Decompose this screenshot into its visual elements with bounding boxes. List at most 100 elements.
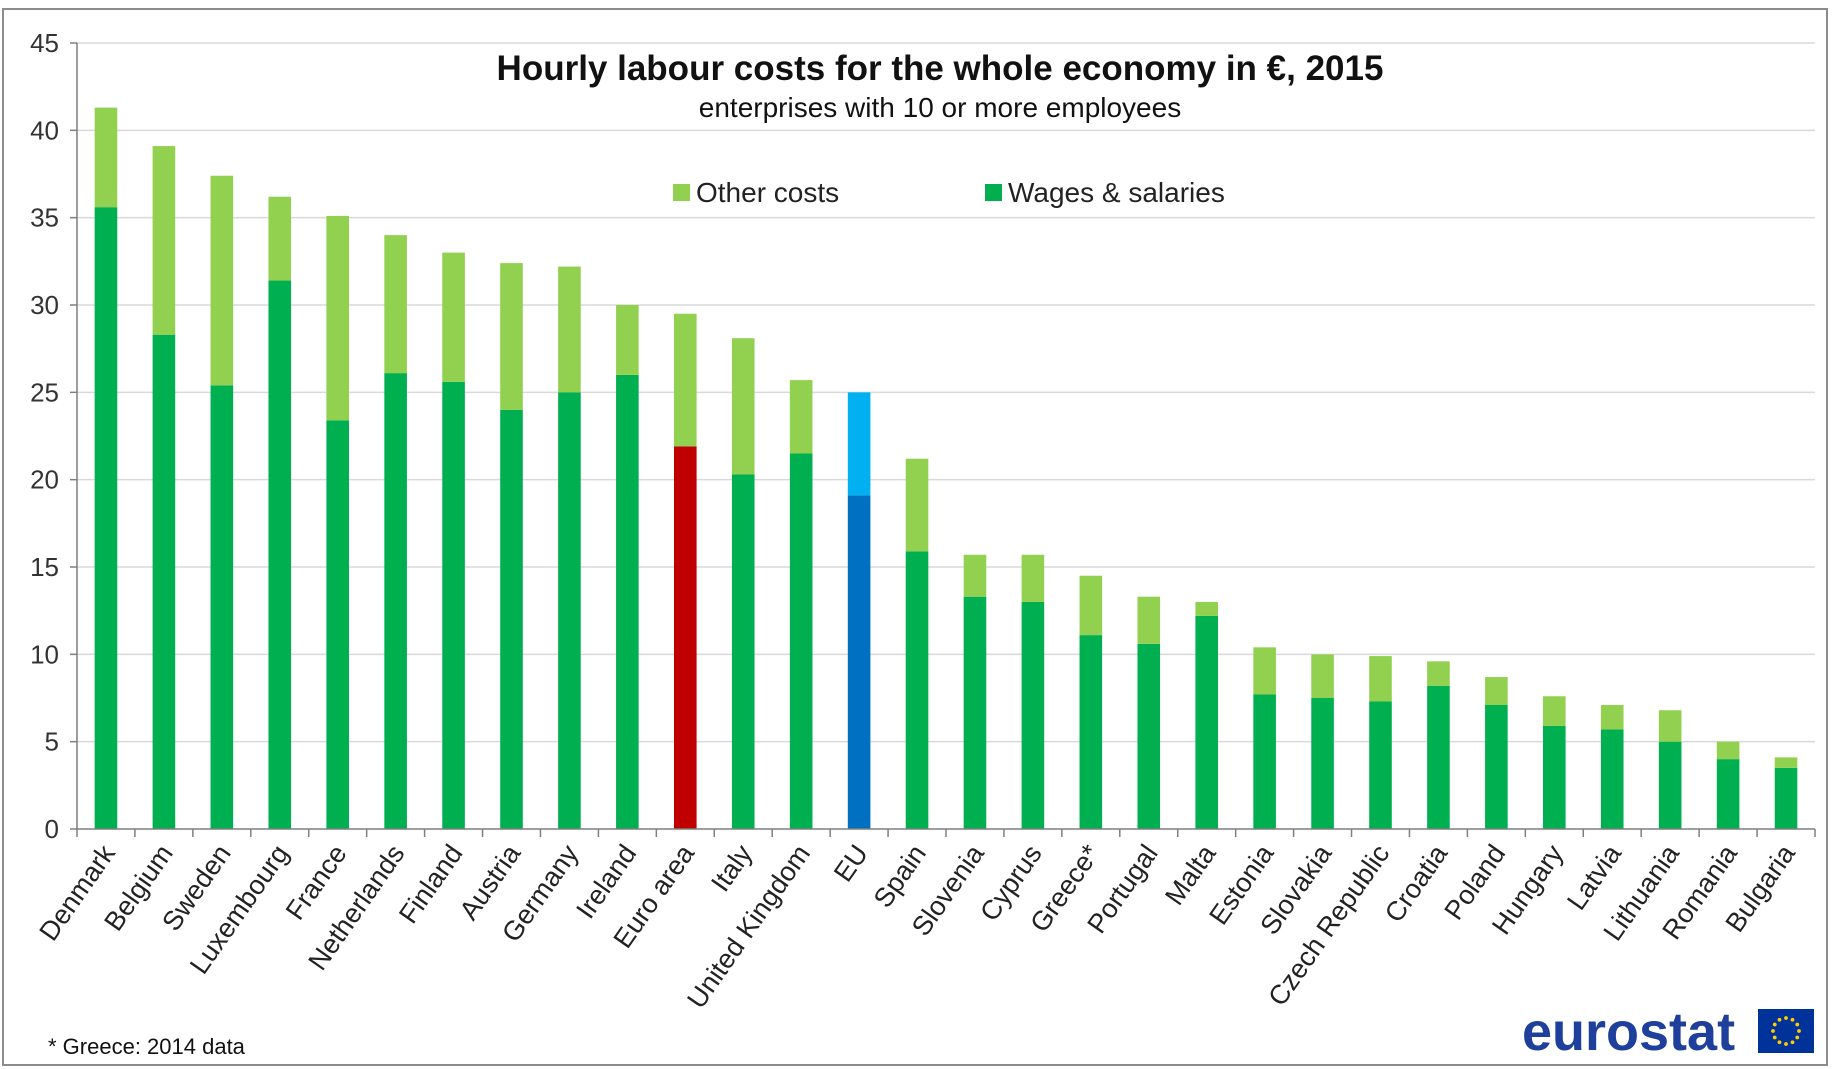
y-tick-label: 45 xyxy=(30,28,59,58)
legend-swatch-wages-salaries xyxy=(985,184,1002,201)
bar-wages-belgium xyxy=(152,334,176,829)
x-tick-label-croatia: Croatia xyxy=(1379,838,1454,927)
footnote: * Greece: 2014 data xyxy=(48,1034,246,1059)
bar-wages-greece xyxy=(1079,635,1103,829)
bar-other-costs-hungary xyxy=(1543,696,1566,726)
bar-wages-finland xyxy=(442,381,465,829)
bar-wages-ireland xyxy=(616,374,639,829)
x-axis xyxy=(76,828,1816,837)
bar-other-costs-luxembourg xyxy=(268,196,292,281)
bar-wages-czech-republic xyxy=(1369,701,1392,829)
bar-wages-malta xyxy=(1195,615,1218,829)
bar-wages-denmark xyxy=(94,207,118,830)
chart-subtitle: enterprises with 10 or more employees xyxy=(699,92,1181,123)
y-tick-label: 0 xyxy=(45,814,59,844)
y-tick-label: 15 xyxy=(30,552,59,582)
eu-flag-stars xyxy=(1771,1016,1801,1046)
legend-label-wages-salaries: Wages & salaries xyxy=(1008,177,1225,208)
bar-wages-netherlands xyxy=(384,373,407,829)
bar-wages-poland xyxy=(1485,704,1508,829)
x-tick-label-eu: EU xyxy=(828,839,874,887)
x-tick-label-italy: Italy xyxy=(705,839,758,897)
bar-wages-estonia xyxy=(1253,694,1276,829)
bar-other-costs-greece xyxy=(1079,575,1103,636)
eu-flag-icon xyxy=(1758,1009,1814,1053)
bar-other-costs-euro-area xyxy=(674,313,697,447)
bar-wages-sweden xyxy=(210,385,234,829)
eu-star-icon xyxy=(1772,1035,1777,1040)
bar-wages-romania xyxy=(1716,759,1740,829)
bar-other-costs-austria xyxy=(500,263,523,410)
bar-other-costs-latvia xyxy=(1600,704,1624,730)
bar-other-costs-netherlands xyxy=(384,235,407,374)
eu-star-icon xyxy=(1784,1042,1788,1046)
bar-other-costs-bulgaria xyxy=(1774,757,1798,768)
chart-title: Hourly labour costs for the whole econom… xyxy=(497,49,1384,88)
bar-other-costs-italy xyxy=(731,338,755,475)
bar-other-costs-romania xyxy=(1716,741,1740,760)
bar-wages-hungary xyxy=(1543,725,1566,829)
bar-other-costs-belgium xyxy=(152,146,176,335)
bar-wages-luxembourg xyxy=(268,280,292,830)
bar-other-costs-estonia xyxy=(1253,647,1276,695)
bar-wages-cyprus xyxy=(1021,601,1045,829)
bar-other-costs-lithuania xyxy=(1658,710,1682,742)
y-tick-label: 25 xyxy=(30,377,59,407)
bar-other-costs-malta xyxy=(1195,601,1218,616)
bar-other-costs-denmark xyxy=(94,107,118,208)
bar-wages-latvia xyxy=(1600,729,1624,829)
eurostat-logo-text: eurostat xyxy=(1522,1002,1735,1062)
bar-other-costs-poland xyxy=(1485,677,1508,705)
y-tick-label: 40 xyxy=(30,115,59,145)
bar-other-costs-spain xyxy=(905,458,929,552)
eu-star-icon xyxy=(1795,1022,1800,1027)
x-axis-labels: DenmarkBelgiumSwedenLuxembourgFranceNeth… xyxy=(33,838,1801,1013)
y-axis: 0 5 10 15 20 25 30 35 40 45 xyxy=(30,28,78,844)
eu-star-icon xyxy=(1784,1016,1788,1020)
bar-wages-bulgaria xyxy=(1774,767,1798,829)
eu-star-icon xyxy=(1771,1029,1775,1033)
chart-frame xyxy=(2,8,1828,1066)
eu-star-icon xyxy=(1777,1040,1782,1045)
eu-star-icon xyxy=(1790,1017,1795,1022)
bar-other-costs-slovenia xyxy=(963,554,987,597)
bars xyxy=(94,107,1798,830)
legend-label-other-costs: Other costs xyxy=(696,177,839,208)
y-tick-label: 20 xyxy=(30,465,59,495)
bar-wages-croatia xyxy=(1427,685,1450,829)
bar-wages-slovenia xyxy=(963,596,987,829)
legend-swatch-other-costs xyxy=(673,184,690,201)
bar-other-costs-germany xyxy=(558,266,581,393)
bar-other-costs-united-kingdom xyxy=(789,380,813,454)
eu-star-icon xyxy=(1772,1022,1777,1027)
bar-other-costs-slovakia xyxy=(1311,654,1334,698)
bar-other-costs-france xyxy=(326,215,349,421)
bar-other-costs-ireland xyxy=(616,305,639,375)
bar-wages-spain xyxy=(905,551,929,829)
bar-wages-eu xyxy=(847,495,871,829)
bar-other-costs-finland xyxy=(442,252,465,382)
bar-other-costs-croatia xyxy=(1427,661,1450,686)
y-tick-label: 10 xyxy=(30,639,59,669)
eu-star-icon xyxy=(1797,1029,1801,1033)
bar-wages-euro-area xyxy=(674,446,697,829)
bar-other-costs-cyprus xyxy=(1021,554,1045,602)
bar-wages-italy xyxy=(731,474,755,829)
bar-wages-france xyxy=(326,420,349,829)
bar-other-costs-portugal xyxy=(1137,596,1161,644)
bar-wages-germany xyxy=(558,392,581,829)
bar-wages-portugal xyxy=(1137,643,1161,829)
bar-wages-united-kingdom xyxy=(789,453,813,829)
eurostat-logo: eurostat xyxy=(1522,1002,1814,1062)
legend: Other costs Wages & salaries xyxy=(673,177,1225,208)
bar-other-costs-sweden xyxy=(210,175,234,386)
eu-star-icon xyxy=(1777,1017,1782,1022)
eu-star-icon xyxy=(1790,1040,1795,1045)
bar-wages-lithuania xyxy=(1658,741,1682,829)
eu-star-icon xyxy=(1795,1035,1800,1040)
y-tick-label: 35 xyxy=(30,203,59,233)
gridlines xyxy=(77,42,1815,743)
y-tick-label: 30 xyxy=(30,290,59,320)
x-tick-label-denmark: Denmark xyxy=(33,839,121,946)
